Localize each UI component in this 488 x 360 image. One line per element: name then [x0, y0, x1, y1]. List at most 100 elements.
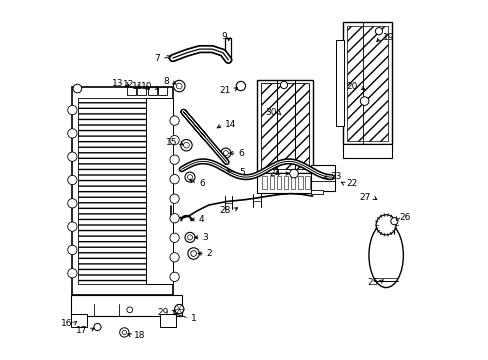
- Circle shape: [236, 81, 245, 91]
- Circle shape: [176, 83, 182, 89]
- Circle shape: [184, 172, 195, 182]
- Circle shape: [122, 330, 126, 334]
- Circle shape: [187, 175, 192, 180]
- Text: 27: 27: [359, 193, 370, 202]
- Circle shape: [169, 253, 179, 262]
- Circle shape: [120, 328, 129, 337]
- Circle shape: [375, 215, 395, 235]
- Circle shape: [169, 194, 179, 203]
- Bar: [158, 87, 167, 95]
- Circle shape: [67, 105, 77, 115]
- Circle shape: [67, 269, 77, 278]
- Circle shape: [223, 150, 228, 156]
- Circle shape: [67, 152, 77, 161]
- Text: 20: 20: [346, 82, 357, 91]
- Bar: [70, 295, 182, 316]
- Circle shape: [187, 248, 199, 259]
- Bar: [343, 144, 391, 158]
- Text: 15: 15: [165, 138, 177, 147]
- Bar: [160, 315, 176, 327]
- Text: 29: 29: [158, 308, 169, 317]
- Text: 24: 24: [268, 169, 280, 178]
- Circle shape: [169, 135, 179, 145]
- Circle shape: [221, 148, 230, 158]
- Bar: [276, 176, 281, 189]
- Bar: [343, 22, 391, 144]
- Text: 7: 7: [154, 54, 160, 63]
- Circle shape: [169, 233, 179, 242]
- Bar: [127, 87, 136, 95]
- Circle shape: [174, 305, 183, 314]
- Text: 9: 9: [221, 32, 226, 41]
- Circle shape: [94, 323, 101, 330]
- Bar: [310, 190, 323, 194]
- Circle shape: [169, 213, 179, 223]
- Circle shape: [67, 199, 77, 208]
- Circle shape: [289, 169, 298, 178]
- Bar: [260, 83, 308, 169]
- Text: 23: 23: [330, 172, 341, 181]
- Text: 1: 1: [190, 314, 196, 323]
- Circle shape: [67, 175, 77, 185]
- Text: 12: 12: [122, 81, 134, 90]
- Bar: [137, 87, 145, 95]
- Text: 8: 8: [163, 77, 169, 86]
- Circle shape: [280, 81, 287, 89]
- Circle shape: [169, 155, 179, 165]
- Text: 6: 6: [199, 179, 204, 188]
- Text: 5: 5: [239, 168, 244, 177]
- Circle shape: [375, 28, 382, 35]
- Text: 21: 21: [220, 86, 231, 95]
- Text: 19: 19: [382, 33, 393, 42]
- Bar: [335, 40, 343, 126]
- Bar: [269, 176, 273, 189]
- Bar: [305, 176, 309, 189]
- Text: 17: 17: [76, 326, 88, 335]
- Bar: [284, 176, 287, 189]
- Text: 6: 6: [238, 149, 244, 158]
- Text: 25: 25: [366, 278, 378, 287]
- Bar: [310, 165, 335, 192]
- Text: 30: 30: [264, 108, 276, 117]
- Bar: [78, 98, 145, 284]
- Bar: [290, 176, 295, 189]
- Circle shape: [187, 235, 192, 240]
- Circle shape: [190, 251, 196, 256]
- Bar: [145, 98, 172, 284]
- Circle shape: [67, 222, 77, 231]
- Text: 16: 16: [61, 319, 72, 328]
- Text: 3: 3: [202, 233, 208, 242]
- Circle shape: [360, 97, 368, 105]
- Bar: [262, 176, 266, 189]
- Circle shape: [67, 245, 77, 255]
- Text: 10: 10: [141, 82, 152, 91]
- Circle shape: [180, 139, 192, 151]
- Text: 26: 26: [399, 213, 410, 222]
- Bar: [257, 80, 312, 173]
- Circle shape: [169, 272, 179, 282]
- Circle shape: [73, 84, 81, 93]
- Bar: [70, 315, 86, 327]
- Bar: [257, 173, 312, 193]
- Text: 13: 13: [112, 79, 123, 88]
- Ellipse shape: [368, 223, 403, 288]
- Bar: [346, 26, 387, 140]
- Bar: [148, 87, 157, 95]
- Text: 22: 22: [346, 179, 357, 188]
- Text: 28: 28: [220, 206, 231, 215]
- Circle shape: [183, 142, 189, 148]
- Bar: [72, 87, 172, 295]
- Text: 14: 14: [224, 120, 236, 129]
- Text: 18: 18: [134, 332, 145, 341]
- Circle shape: [184, 232, 195, 242]
- Circle shape: [173, 80, 184, 92]
- Circle shape: [169, 175, 179, 184]
- Circle shape: [169, 116, 179, 125]
- Text: 11: 11: [131, 82, 142, 91]
- Bar: [298, 176, 302, 189]
- Circle shape: [67, 129, 77, 138]
- Circle shape: [390, 218, 397, 225]
- Text: 4: 4: [199, 215, 204, 224]
- Text: 2: 2: [206, 249, 212, 258]
- Circle shape: [126, 307, 132, 313]
